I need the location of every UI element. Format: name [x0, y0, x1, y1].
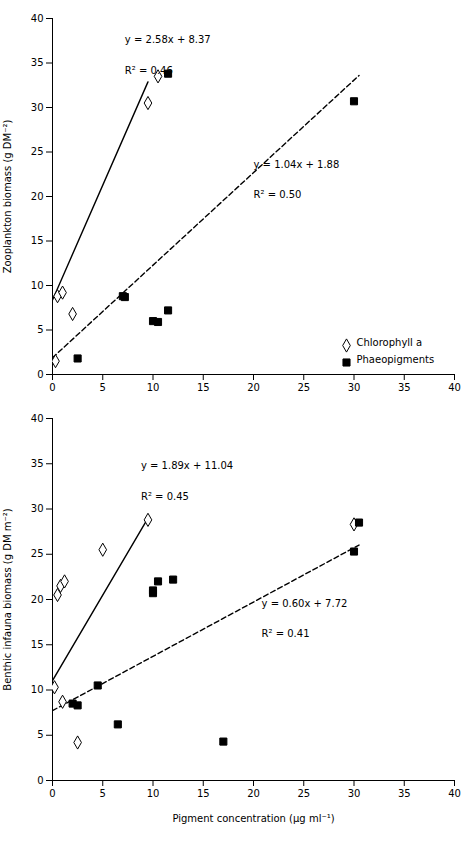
svg-text:10: 10 [147, 788, 160, 799]
svg-text:Pigment concentration (μg ml⁻¹: Pigment concentration (μg ml⁻¹) [172, 813, 334, 824]
svg-text:Benthic infauna biomass (g DM: Benthic infauna biomass (g DM m⁻²) [2, 508, 13, 690]
svg-text:5: 5 [37, 324, 43, 335]
svg-text:R² = 0.45: R² = 0.45 [141, 491, 189, 502]
svg-text:Chlorophyll a: Chlorophyll a [357, 337, 423, 348]
svg-text:35: 35 [398, 382, 411, 393]
svg-text:40: 40 [31, 13, 44, 24]
svg-text:25: 25 [297, 382, 310, 393]
svg-text:25: 25 [31, 548, 44, 559]
svg-text:15: 15 [31, 639, 44, 650]
svg-text:10: 10 [31, 684, 44, 695]
svg-text:y = 0.60x + 7.72: y = 0.60x + 7.72 [262, 598, 348, 609]
svg-text:R² = 0.41: R² = 0.41 [262, 628, 310, 639]
svg-text:Zooplankton biomass (g DM⁻²): Zooplankton biomass (g DM⁻²) [2, 120, 13, 274]
svg-text:40: 40 [31, 413, 44, 424]
svg-text:y = 1.89x + 11.04: y = 1.89x + 11.04 [141, 460, 233, 471]
svg-text:15: 15 [197, 788, 210, 799]
svg-text:0: 0 [49, 382, 55, 393]
svg-text:20: 20 [31, 191, 44, 202]
svg-text:25: 25 [31, 146, 44, 157]
svg-text:5: 5 [37, 729, 43, 740]
svg-text:0: 0 [49, 788, 55, 799]
svg-text:0: 0 [37, 775, 43, 786]
svg-text:10: 10 [31, 280, 44, 291]
svg-text:Phaeopigments: Phaeopigments [357, 354, 435, 365]
svg-text:20: 20 [247, 788, 260, 799]
svg-text:30: 30 [348, 382, 361, 393]
svg-text:5: 5 [100, 788, 106, 799]
svg-text:20: 20 [31, 594, 44, 605]
svg-text:30: 30 [31, 102, 44, 113]
svg-text:35: 35 [31, 57, 44, 68]
svg-text:15: 15 [31, 235, 44, 246]
svg-text:15: 15 [197, 382, 210, 393]
svg-text:R² = 0.50: R² = 0.50 [254, 189, 302, 200]
svg-text:0: 0 [37, 369, 43, 380]
svg-text:y = 1.04x + 1.88: y = 1.04x + 1.88 [254, 159, 340, 170]
svg-text:30: 30 [31, 503, 44, 514]
svg-text:y = 2.58x + 8.37: y = 2.58x + 8.37 [125, 34, 211, 45]
svg-text:40: 40 [448, 788, 461, 799]
svg-text:5: 5 [100, 382, 106, 393]
svg-text:10: 10 [147, 382, 160, 393]
svg-text:20: 20 [247, 382, 260, 393]
svg-text:30: 30 [348, 788, 361, 799]
svg-text:25: 25 [297, 788, 310, 799]
svg-text:R² = 0.46: R² = 0.46 [125, 65, 173, 76]
svg-text:35: 35 [398, 788, 411, 799]
svg-text:40: 40 [448, 382, 461, 393]
svg-text:35: 35 [31, 458, 44, 469]
